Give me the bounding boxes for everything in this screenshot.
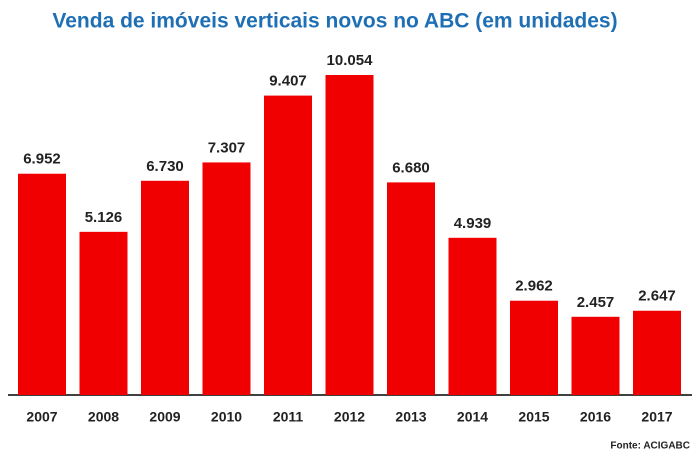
x-tick-label: 2008 bbox=[88, 409, 119, 425]
bar bbox=[633, 310, 681, 395]
value-label: 5.126 bbox=[85, 209, 123, 226]
x-tick-label: 2012 bbox=[334, 409, 365, 425]
x-tick-label: 2009 bbox=[149, 409, 180, 425]
bar bbox=[79, 231, 128, 395]
x-tick-label: 2016 bbox=[580, 409, 611, 425]
value-label: 6.952 bbox=[23, 151, 61, 168]
bar bbox=[141, 180, 189, 395]
bar bbox=[387, 182, 435, 395]
bar bbox=[510, 300, 558, 395]
bar bbox=[448, 237, 497, 395]
bar bbox=[571, 316, 620, 395]
x-tick-label: 2017 bbox=[641, 409, 672, 425]
source: Fonte: ACIGABC bbox=[610, 441, 690, 452]
value-label: 2.457 bbox=[577, 294, 615, 311]
value-label: 7.307 bbox=[208, 139, 246, 156]
bar bbox=[18, 173, 66, 395]
value-label: 6.680 bbox=[392, 159, 430, 176]
x-tick-label: 2007 bbox=[26, 409, 57, 425]
value-label: 9.407 bbox=[269, 73, 307, 90]
x-tick-label: 2014 bbox=[457, 409, 488, 425]
value-label: 6.730 bbox=[146, 158, 184, 175]
value-label: 2.647 bbox=[638, 288, 676, 305]
bar bbox=[202, 162, 251, 395]
chart-title: Venda de imóveis verticais novos no ABC … bbox=[52, 10, 617, 33]
x-tick-label: 2013 bbox=[395, 409, 426, 425]
x-tick-label: 2011 bbox=[273, 409, 304, 425]
x-tick-label: 2015 bbox=[518, 409, 549, 425]
x-tick-label: 2010 bbox=[211, 409, 242, 425]
value-label: 4.939 bbox=[454, 215, 492, 232]
bar bbox=[264, 95, 312, 395]
value-label: 10.054 bbox=[327, 52, 374, 69]
bar bbox=[325, 75, 374, 395]
value-label: 2.962 bbox=[515, 278, 553, 295]
